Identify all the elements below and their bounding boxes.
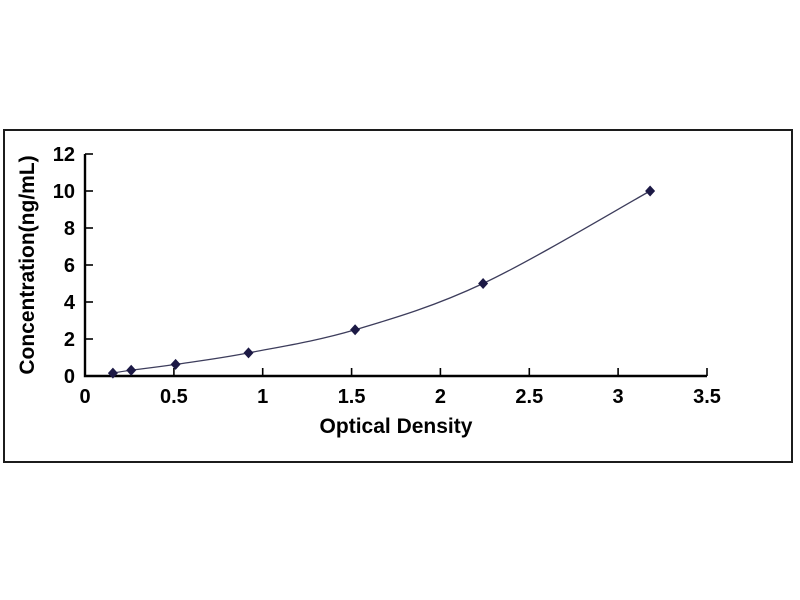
x-tick-label: 0.5 [160, 386, 188, 408]
data-point-marker [107, 367, 118, 379]
y-tick-label: 12 [53, 144, 75, 166]
data-point-marker [645, 185, 656, 197]
x-tick-label: 0 [79, 386, 90, 408]
y-tick-label: 10 [53, 181, 75, 203]
y-tick-label: 6 [64, 255, 75, 277]
y-tick-label: 8 [64, 218, 75, 240]
y-tick-label: 4 [64, 292, 76, 314]
data-point-marker [243, 347, 254, 359]
x-tick-label: 2.5 [515, 386, 543, 408]
x-axis-label: Optical Density [319, 415, 473, 438]
standard-curve-plot: 0 2 4 6 8 10 12 0 0.5 1 1.5 2 2.5 3 3.5 [53, 144, 721, 408]
data-point-marker [170, 358, 181, 370]
x-tick-label: 1 [257, 386, 268, 408]
axes-lines [83, 154, 707, 378]
chart-frame: 0 2 4 6 8 10 12 0 0.5 1 1.5 2 2.5 3 3.5 Concentration(… [3, 129, 793, 463]
x-tick-label: 1.5 [338, 386, 366, 408]
data-point-marker [126, 364, 137, 376]
x-tick-label: 2 [435, 386, 446, 408]
y-axis-label: Concentration(ng/mL) [16, 155, 39, 375]
data-point-marker [350, 324, 361, 336]
x-tick-label: 3 [613, 386, 624, 408]
y-tick-label: 0 [64, 366, 75, 388]
curve-line [112, 190, 651, 374]
x-tick-label: 3.5 [693, 386, 721, 408]
data-point-marker [478, 278, 489, 289]
y-tick-label: 2 [64, 329, 75, 351]
